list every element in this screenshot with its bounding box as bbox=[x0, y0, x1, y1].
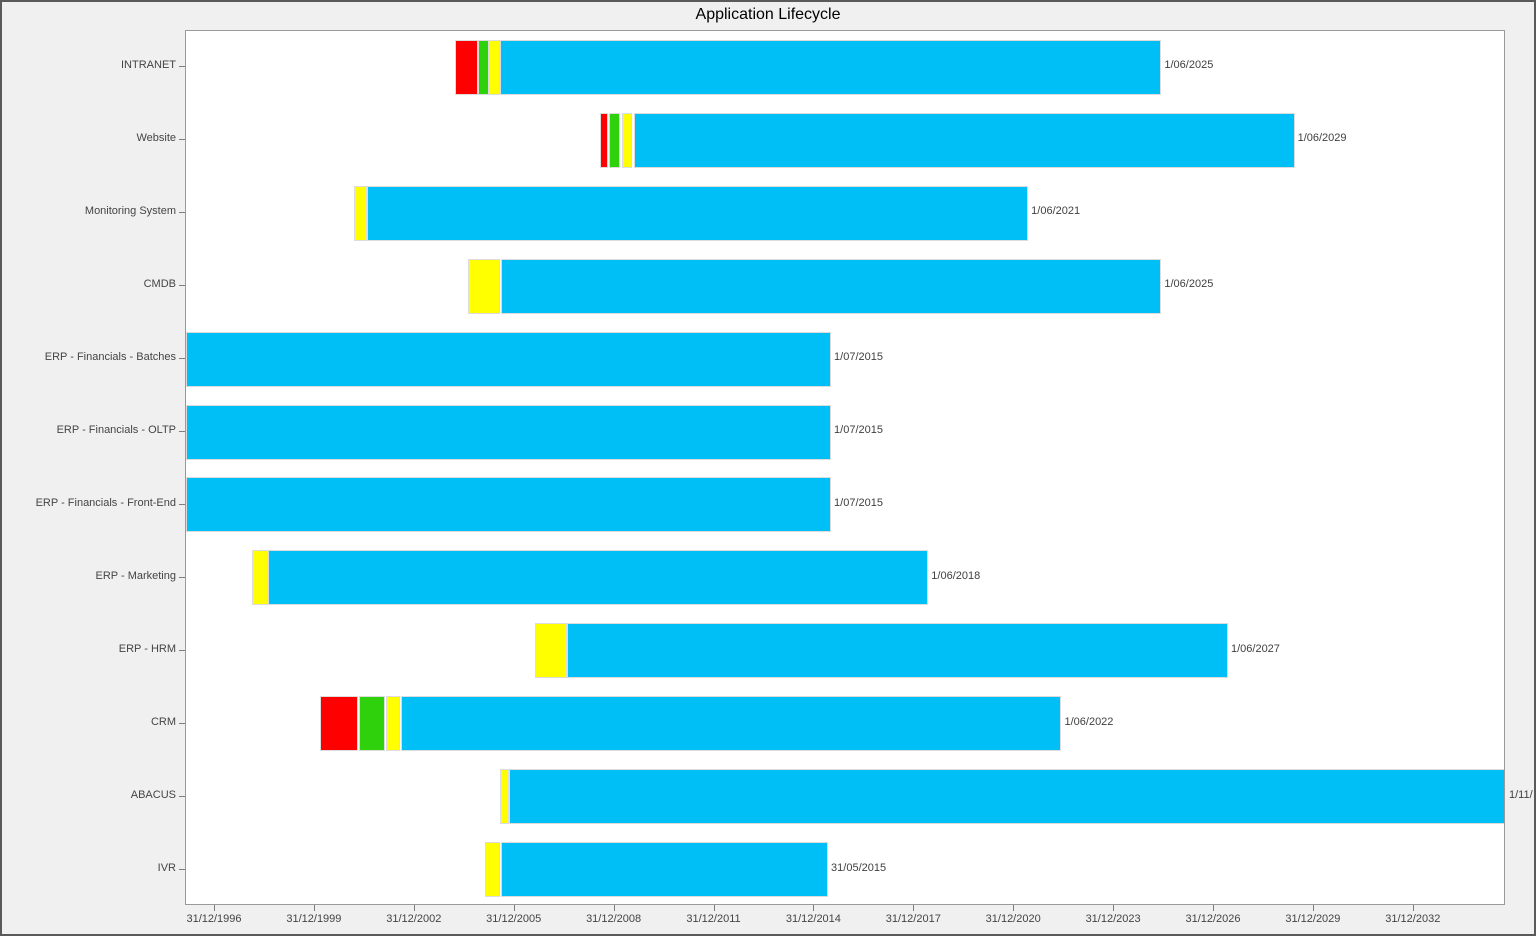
x-axis-tick-label: 31/12/2005 bbox=[486, 913, 542, 925]
bar-end-date: 1/07/2015 bbox=[834, 351, 883, 364]
y-axis-tick-mark bbox=[179, 431, 185, 432]
bar-segment-yellow[interactable] bbox=[485, 842, 501, 898]
x-axis-tick-label: 31/12/2020 bbox=[985, 913, 1041, 925]
bar-segment-blue[interactable] bbox=[267, 550, 929, 606]
x-axis-tick-label: 31/12/2011 bbox=[686, 913, 741, 925]
bar-segment-blue[interactable] bbox=[633, 112, 1295, 168]
bar-end-date: 1/06/2021 bbox=[1031, 205, 1081, 218]
x-axis-tick-mark bbox=[713, 905, 715, 911]
x-axis-tick-label: 31/12/2026 bbox=[1185, 913, 1241, 925]
bar-segment-red[interactable] bbox=[599, 112, 608, 168]
bar-segment-blue[interactable] bbox=[401, 696, 1062, 752]
x-axis-tick-label: 31/12/2008 bbox=[586, 913, 642, 925]
x-axis-tick-label: 31/12/2014 bbox=[785, 913, 841, 925]
y-axis-tick-mark bbox=[179, 358, 185, 359]
bar-segment-red[interactable] bbox=[454, 39, 479, 95]
row-label-erp-financials-front-end: ERP - Financials - Front-End bbox=[35, 496, 176, 509]
x-axis-tick-mark bbox=[813, 905, 815, 911]
bar-segment-blue[interactable] bbox=[186, 477, 832, 533]
bar-segment-green[interactable] bbox=[358, 696, 386, 752]
bar-end-date: 1/06/2025 bbox=[1164, 278, 1214, 291]
x-axis-tick-mark bbox=[513, 905, 515, 911]
row-label-erp-financials-batches: ERP - Financials - Batches bbox=[44, 351, 176, 364]
x-axis-tick-label: 31/12/2002 bbox=[386, 913, 442, 925]
y-axis-tick-mark bbox=[179, 139, 185, 140]
bar-segment-yellow[interactable] bbox=[386, 696, 401, 752]
bar-segment-red[interactable] bbox=[319, 696, 358, 752]
bar-segment-yellow[interactable] bbox=[535, 623, 567, 679]
bar-segment-blue[interactable] bbox=[501, 842, 829, 898]
bar-end-date: 1/07/2015 bbox=[834, 424, 883, 437]
plot-area bbox=[185, 30, 1505, 905]
y-axis-tick-mark bbox=[179, 796, 185, 797]
y-axis-tick-mark bbox=[179, 650, 185, 651]
bar-segment-yellow[interactable] bbox=[468, 258, 501, 314]
y-axis-tick-mark bbox=[179, 504, 185, 505]
x-axis-tick-mark bbox=[1113, 905, 1115, 911]
x-axis-tick-mark bbox=[1412, 905, 1414, 911]
y-axis-tick-mark bbox=[179, 577, 185, 578]
x-axis-tick-mark bbox=[1013, 905, 1015, 911]
bar-segment-yellow[interactable] bbox=[621, 112, 632, 168]
y-axis-tick-mark bbox=[179, 66, 185, 67]
bar-segment-blue[interactable] bbox=[566, 623, 1228, 679]
bar-segment-yellow[interactable] bbox=[251, 550, 268, 606]
row-label-monitoring-system: Monitoring System bbox=[84, 205, 176, 218]
bar-end-date: 1/07/2015 bbox=[834, 496, 883, 509]
row-label-intranet: INTRANET bbox=[121, 59, 176, 72]
x-axis-tick-mark bbox=[913, 905, 915, 911]
x-axis-tick-mark bbox=[613, 905, 615, 911]
row-label-cmdb: CMDB bbox=[143, 278, 176, 291]
x-axis-tick-label: 31/12/2023 bbox=[1085, 913, 1141, 925]
bar-segment-blue[interactable] bbox=[186, 404, 832, 460]
bar-end-date: 1/06/2027 bbox=[1230, 642, 1280, 655]
x-axis-tick-mark bbox=[1312, 905, 1314, 911]
x-axis-tick-mark bbox=[1213, 905, 1214, 911]
row-label-ivr: IVR bbox=[157, 861, 176, 874]
bar-segment-blue[interactable] bbox=[186, 331, 832, 387]
x-axis-tick-mark bbox=[214, 905, 215, 911]
bar-segment-blue[interactable] bbox=[501, 258, 1162, 314]
bar-end-date: 1/11/ bbox=[1509, 788, 1533, 801]
bar-segment-blue[interactable] bbox=[500, 39, 1162, 95]
x-axis-tick-label: 31/12/2017 bbox=[885, 913, 941, 925]
row-label-website: Website bbox=[136, 132, 176, 145]
y-axis-tick-mark bbox=[179, 723, 185, 724]
x-axis-tick-label: 31/12/1996 bbox=[186, 913, 242, 925]
bar-segment-yellow[interactable] bbox=[353, 185, 367, 241]
y-axis-tick-mark bbox=[179, 869, 185, 870]
bar-segment-blue[interactable] bbox=[509, 769, 1504, 825]
bar-segment-yellow[interactable] bbox=[500, 769, 510, 825]
x-axis-tick-label: 31/12/2032 bbox=[1385, 913, 1441, 925]
y-axis-tick-mark bbox=[179, 285, 185, 286]
bar-end-date: 1/06/2025 bbox=[1164, 59, 1214, 72]
chart-title: Application Lifecycle bbox=[695, 6, 841, 23]
row-label-erp-financials-oltp: ERP - Financials - OLTP bbox=[56, 424, 176, 437]
bar-end-date: 1/06/2022 bbox=[1064, 715, 1114, 728]
y-axis-tick-mark bbox=[179, 212, 185, 213]
bar-end-date: 1/06/2029 bbox=[1297, 132, 1347, 145]
x-axis-tick-mark bbox=[313, 905, 315, 911]
bar-segment-green[interactable] bbox=[478, 39, 490, 95]
bar-segment-green[interactable] bbox=[608, 112, 620, 168]
row-label-erp-hrm: ERP - HRM bbox=[118, 642, 176, 655]
x-axis-tick-label: 31/12/1999 bbox=[286, 913, 342, 925]
x-axis-tick-label: 31/12/2029 bbox=[1285, 913, 1341, 925]
bar-end-date: 1/06/2018 bbox=[931, 569, 981, 582]
bar-end-date: 31/05/2015 bbox=[831, 861, 887, 874]
bar-segment-yellow[interactable] bbox=[489, 39, 501, 95]
row-label-erp-marketing: ERP - Marketing bbox=[95, 569, 177, 582]
bar-segment-blue[interactable] bbox=[366, 185, 1029, 241]
row-label-crm: CRM bbox=[150, 715, 176, 728]
x-axis-tick-mark bbox=[413, 905, 415, 911]
row-label-abacus: ABACUS bbox=[130, 788, 176, 801]
